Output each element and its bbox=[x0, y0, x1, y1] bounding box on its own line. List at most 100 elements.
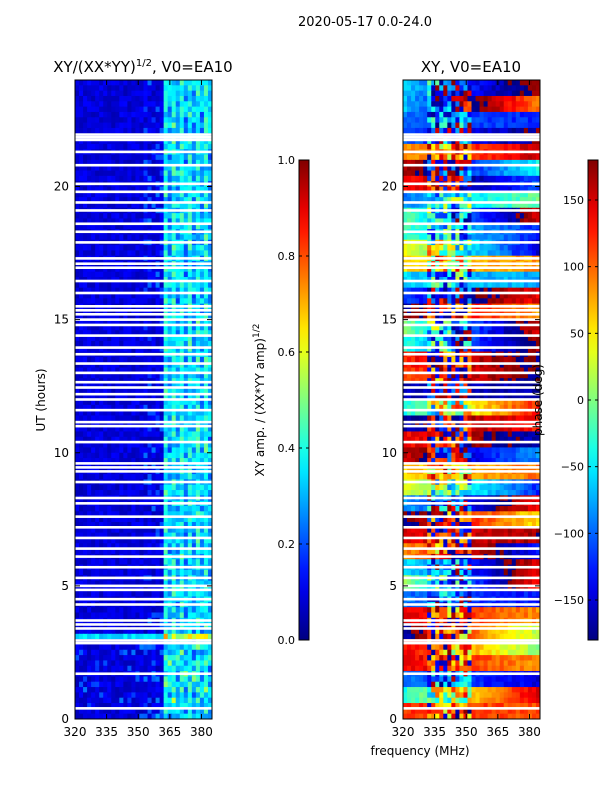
flagged-row bbox=[403, 588, 540, 592]
phase-colorbar-gradient bbox=[588, 160, 598, 640]
flagged-row bbox=[403, 440, 540, 444]
flagged-row bbox=[403, 480, 540, 484]
flagged-row bbox=[75, 334, 212, 337]
flagged-row bbox=[75, 352, 212, 356]
colorbar-tick-label: 0 bbox=[577, 394, 584, 407]
colorbar-tick-label: 100 bbox=[563, 261, 584, 274]
amplitude-y-axis-label: UT (hours) bbox=[34, 368, 48, 431]
flagged-row bbox=[403, 515, 540, 518]
flagged-row bbox=[403, 398, 540, 401]
y-tick-label: 10 bbox=[382, 446, 397, 460]
flagged-row bbox=[75, 262, 212, 266]
colorbar-tick-label: 150 bbox=[563, 194, 584, 207]
flagged-row bbox=[75, 515, 212, 518]
phase-panel-title: XY, V0=EA10 bbox=[421, 58, 521, 76]
colorbar-tick-label: 1.0 bbox=[278, 154, 296, 167]
flagged-row bbox=[403, 352, 540, 356]
y-tick-label: 0 bbox=[61, 712, 69, 726]
flagged-row bbox=[403, 603, 540, 606]
colorbar-tick-label: 0.6 bbox=[278, 346, 296, 359]
amplitude-x-axis: 320 335 350 365 380 bbox=[64, 80, 213, 739]
shared-x-axis-label: frequency (MHz) bbox=[370, 744, 469, 758]
flagged-row bbox=[403, 257, 540, 260]
flagged-row bbox=[75, 266, 212, 270]
x-tick-label: 380 bbox=[518, 725, 541, 739]
x-tick-label: 320 bbox=[64, 725, 87, 739]
x-tick-label: 380 bbox=[190, 725, 213, 739]
y-tick-label: 5 bbox=[61, 579, 69, 593]
flagged-row bbox=[403, 279, 540, 283]
flagged-row bbox=[403, 547, 540, 550]
phase-flagged-rows bbox=[403, 133, 540, 710]
flagged-row bbox=[75, 190, 212, 194]
flagged-row bbox=[75, 182, 212, 186]
flagged-row bbox=[403, 346, 540, 349]
y-tick-label: 20 bbox=[54, 180, 69, 194]
flagged-row bbox=[75, 138, 212, 142]
y-tick-label: 0 bbox=[389, 712, 397, 726]
amplitude-panel: XY/(XX*YY)1/2, V0=EA10 320 335 350 365 380 0… bbox=[34, 58, 233, 739]
x-tick-label: 335 bbox=[423, 725, 446, 739]
flagged-row bbox=[75, 470, 212, 473]
flagged-row bbox=[75, 588, 212, 592]
flagged-row bbox=[75, 424, 212, 428]
flagged-row bbox=[403, 262, 540, 266]
figure-suptitle: 2020-05-17 0.0-24.0 bbox=[298, 15, 432, 30]
flagged-row bbox=[403, 623, 540, 626]
flagged-row bbox=[403, 424, 540, 428]
flagged-row bbox=[75, 323, 212, 327]
flagged-row bbox=[75, 603, 212, 606]
flagged-row bbox=[403, 182, 540, 186]
flagged-row bbox=[403, 462, 540, 465]
flagged-row bbox=[75, 346, 212, 349]
flagged-row bbox=[403, 138, 540, 142]
flagged-row bbox=[75, 466, 212, 469]
flagged-row bbox=[403, 362, 540, 365]
flagged-row bbox=[75, 619, 212, 622]
flagged-row bbox=[75, 371, 212, 375]
x-tick-label: 365 bbox=[158, 725, 181, 739]
flagged-row bbox=[403, 291, 540, 295]
amplitude-plot-frame bbox=[74, 79, 213, 720]
flagged-row bbox=[403, 305, 540, 308]
flagged-row bbox=[75, 526, 212, 529]
flagged-row bbox=[75, 398, 212, 401]
flagged-row bbox=[75, 641, 212, 645]
flagged-row bbox=[403, 309, 540, 312]
flagged-row bbox=[75, 420, 212, 424]
flagged-row bbox=[403, 408, 540, 412]
flagged-row bbox=[75, 313, 212, 316]
flagged-row bbox=[75, 576, 212, 580]
phase-plot-frame bbox=[402, 79, 541, 720]
flagged-row bbox=[75, 502, 212, 505]
flagged-row bbox=[403, 334, 540, 337]
flagged-row bbox=[75, 392, 212, 396]
phase-colorbar: −150 −100 −50 0 50 100 150 phase (deg) bbox=[531, 159, 599, 641]
colorbar-tick-label: −50 bbox=[561, 461, 584, 474]
flagged-row bbox=[75, 257, 212, 260]
x-tick-label: 335 bbox=[95, 725, 118, 739]
flagged-row bbox=[75, 222, 212, 226]
colorbar-tick-label: 0.0 bbox=[278, 634, 296, 647]
flagged-row bbox=[403, 641, 540, 645]
y-tick-label: 15 bbox=[54, 313, 69, 327]
flagged-row bbox=[403, 371, 540, 375]
flagged-row bbox=[75, 241, 212, 244]
amplitude-colorbar-label: XY amp. / (XX*YY amp)1/2 bbox=[252, 324, 267, 477]
flagged-row bbox=[75, 627, 212, 630]
colorbar-tick-label: 0.8 bbox=[278, 250, 296, 263]
flagged-row bbox=[75, 209, 212, 212]
amplitude-colorbar: 0.0 0.2 0.4 0.6 0.8 1.0 XY amp. / (XX*YY amp)… bbox=[252, 154, 310, 647]
amplitude-colorbar-ticks: 0.0 0.2 0.4 0.6 0.8 1.0 bbox=[278, 154, 309, 647]
flagged-row bbox=[403, 496, 540, 500]
colorbar-tick-label: 0.2 bbox=[278, 538, 296, 551]
flagged-row bbox=[403, 222, 540, 226]
phase-panel: XY, V0=EA10 320 335 350 365 380 0 5 10 15 20 bbox=[382, 58, 541, 739]
flagged-row bbox=[403, 201, 540, 204]
flagged-row bbox=[403, 230, 540, 234]
flagged-row bbox=[75, 480, 212, 484]
y-tick-label: 15 bbox=[382, 313, 397, 327]
flagged-row bbox=[75, 386, 212, 389]
flagged-row bbox=[75, 565, 212, 569]
